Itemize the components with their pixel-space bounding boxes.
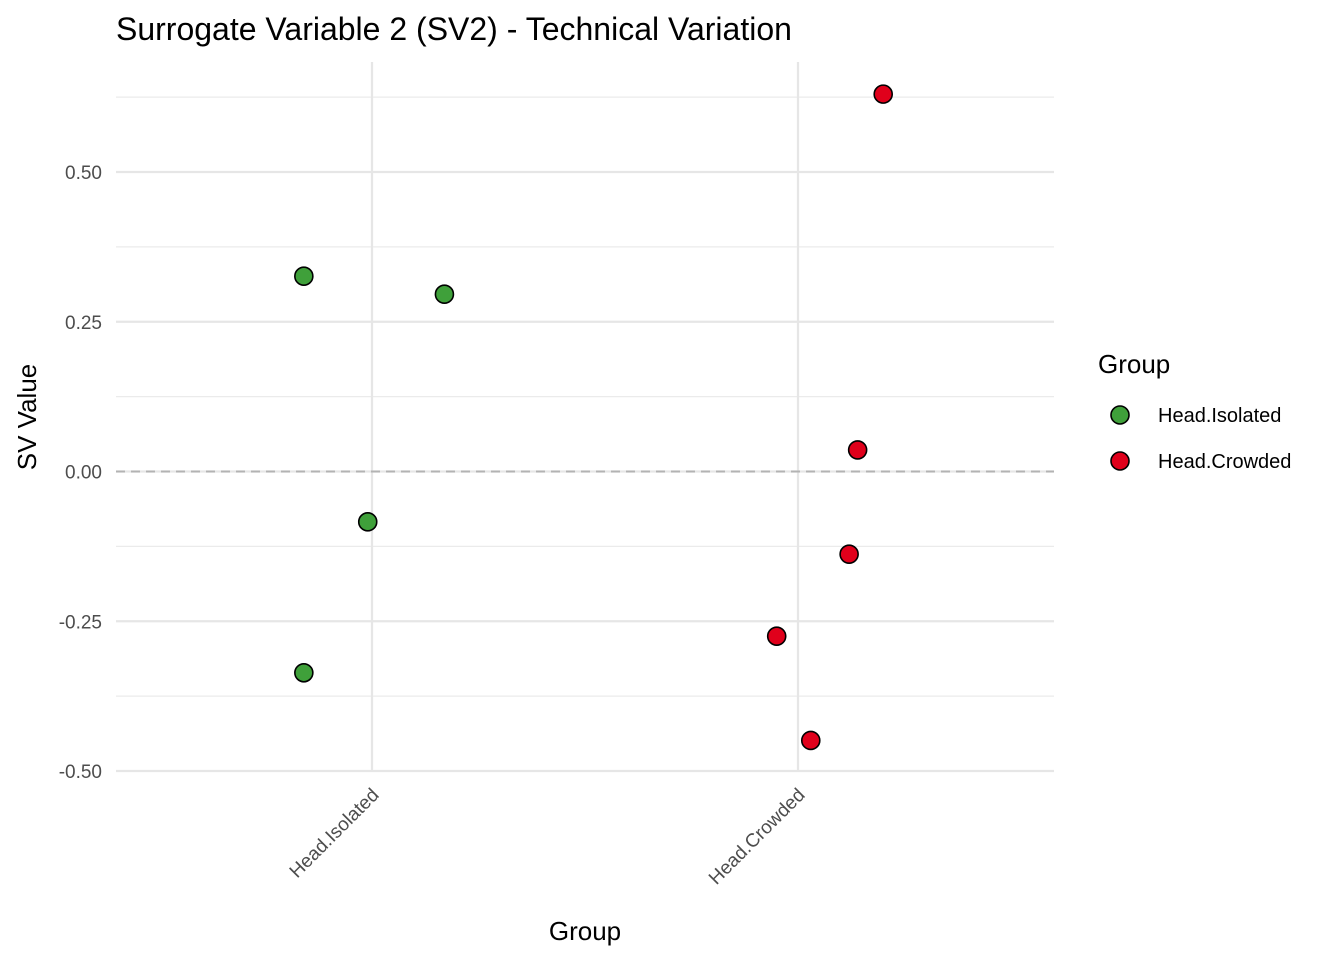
data-point — [847, 440, 868, 460]
data-point — [800, 730, 821, 751]
legend-label: Head.Crowded — [1158, 451, 1291, 473]
data-point — [873, 84, 894, 104]
grid — [116, 62, 1054, 773]
y-axis-title: SV Value — [12, 364, 42, 470]
x-tick-label: Head.Crowded — [705, 785, 809, 889]
y-tick-label: -0.50 — [59, 762, 102, 783]
x-tick-label: Head.Isolated — [286, 785, 384, 883]
legend-title: Group — [1098, 349, 1170, 379]
legend: Group Head.Isolated Head.Crowded — [1098, 349, 1291, 473]
legend-marker — [1110, 405, 1130, 425]
legend-label: Head.Isolated — [1158, 405, 1281, 427]
y-tick-label: 0.00 — [65, 463, 102, 484]
chart-title: Surrogate Variable 2 (SV2) - Technical V… — [116, 11, 792, 47]
legend-marker — [1110, 451, 1130, 471]
x-axis-title: Group — [549, 916, 621, 946]
data-points — [294, 84, 894, 751]
data-point — [357, 512, 378, 532]
data-point — [294, 662, 314, 683]
data-point — [766, 626, 787, 647]
y-tick-label: 0.50 — [65, 163, 102, 184]
x-axis-ticks: Head.Isolated Head.Crowded — [286, 785, 810, 889]
y-tick-label: -0.25 — [59, 612, 102, 633]
data-point — [294, 266, 314, 287]
data-point — [434, 284, 455, 304]
y-axis-ticks: 0.50 0.25 0.00 -0.25 -0.50 — [59, 163, 102, 783]
data-point — [839, 544, 859, 564]
y-tick-label: 0.25 — [65, 313, 102, 334]
